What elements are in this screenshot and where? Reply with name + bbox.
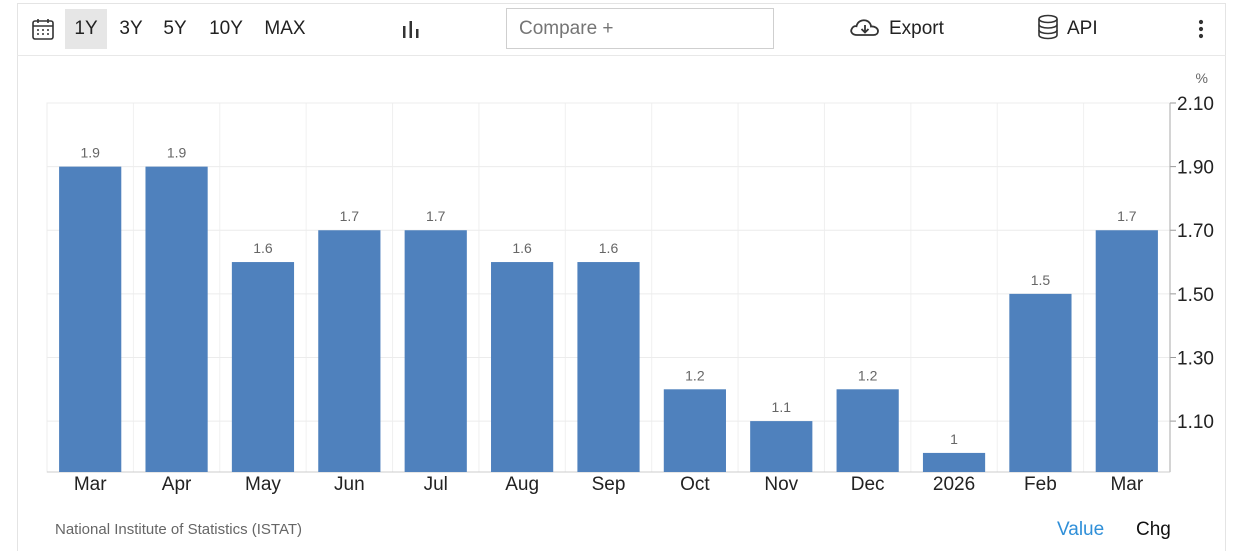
bar-apr[interactable]: [145, 166, 208, 472]
cloud-download-icon: [850, 19, 879, 36]
range-button-1y[interactable]: 1Y: [65, 9, 107, 49]
database-icon: [1038, 14, 1058, 40]
chart-toolbar: 1Y 3Y 5Y 10Y MAX Export API: [17, 3, 1226, 56]
chart-bars: [59, 166, 1158, 472]
bar-feb[interactable]: [1009, 293, 1072, 472]
bar-may[interactable]: [231, 262, 295, 472]
x-axis-tick-labels: Mar Apr May Jun Jul Aug Sep Oct Nov Dec 2026 Feb Mar: [74, 474, 1144, 495]
x-axis-tick-label: Apr: [162, 474, 192, 495]
bar-data-label: 1.7: [340, 208, 360, 224]
calendar-icon-svg: [32, 19, 54, 40]
bar-data-label: 1.6: [599, 240, 619, 256]
bar-mar[interactable]: [1095, 230, 1158, 472]
y-axis-tick-label: 1.90: [1177, 158, 1214, 179]
api-button[interactable]: API: [1037, 9, 1109, 49]
x-axis-tick-label: May: [245, 474, 281, 495]
bar-dec[interactable]: [836, 389, 899, 472]
bar-jun[interactable]: [318, 230, 381, 472]
value-toggle[interactable]: Value: [1057, 519, 1105, 540]
range-button-5y[interactable]: 5Y: [163, 18, 187, 39]
bar-chart-icon[interactable]: [395, 9, 427, 49]
y-axis-tick-label: 1.30: [1177, 348, 1214, 369]
export-label: Export: [889, 18, 944, 39]
source-label: National Institute of Statistics (ISTAT): [55, 521, 303, 538]
bar-data-label: 1.5: [1031, 272, 1051, 288]
more-vertical-icon[interactable]: [1189, 9, 1213, 49]
export-button[interactable]: Export: [849, 9, 953, 49]
x-axis-tick-label: Mar: [1110, 474, 1143, 495]
range-button-max[interactable]: MAX: [264, 18, 306, 39]
bar-data-label: 1.1: [772, 399, 792, 415]
api-label: API: [1067, 18, 1098, 39]
x-axis-tick-label: Jul: [424, 474, 448, 495]
range-button-10y[interactable]: 10Y: [209, 18, 243, 39]
bar-jul[interactable]: [404, 230, 467, 472]
bar-data-label: 1.9: [167, 145, 187, 161]
bar-aug[interactable]: [491, 262, 554, 472]
y-axis-tick-label: 1.50: [1177, 285, 1214, 306]
bar-data-label: 1.2: [858, 367, 878, 383]
bar-data-label: 1.9: [80, 145, 100, 161]
x-axis-tick-label: Mar: [74, 474, 107, 495]
range-button-3y[interactable]: 3Y: [119, 18, 143, 39]
x-axis-tick-label: Sep: [592, 474, 626, 495]
x-axis-tick-label: Oct: [680, 474, 710, 495]
bar-data-label: 1.6: [512, 240, 532, 256]
bar-data-label: 1.2: [685, 367, 705, 383]
y-axis-tick-label: 2.10: [1177, 94, 1214, 115]
compare-input[interactable]: [506, 8, 774, 49]
y-axis-tick-label: 1.10: [1177, 412, 1214, 433]
x-axis-tick-label: Feb: [1024, 474, 1057, 495]
more-vertical-icon-svg: [1198, 19, 1204, 39]
bar-2026[interactable]: [922, 452, 986, 472]
calendar-icon[interactable]: [25, 9, 61, 49]
bar-data-label: 1.7: [426, 208, 446, 224]
chg-toggle[interactable]: Chg: [1136, 519, 1171, 540]
y-axis-tick-labels: 2.10 1.90 1.70 1.50 1.30 1.10: [1177, 94, 1214, 433]
x-axis-tick-label: 2026: [933, 474, 975, 495]
x-axis-tick-label: Jun: [334, 474, 365, 495]
x-axis-tick-label: Nov: [764, 474, 798, 495]
bar-sep[interactable]: [577, 262, 640, 472]
bar-data-label: 1.7: [1117, 208, 1137, 224]
bar-data-label: 1: [950, 431, 958, 447]
x-axis-tick-label: Aug: [505, 474, 539, 495]
chart-data-labels: 1.9 1.9 1.6 1.7 1.7 1.6 1.6 1.2 1.1 1.2 1 1.5 1.7: [80, 145, 1136, 447]
x-axis-tick-label: Dec: [851, 474, 885, 495]
bar-mar[interactable]: [59, 166, 122, 472]
bar-chart-icon-svg: [403, 21, 419, 38]
y-axis-unit: %: [1196, 70, 1208, 86]
bar-data-label: 1.6: [253, 240, 273, 256]
y-axis-tick-label: 1.70: [1177, 221, 1214, 242]
bar-oct[interactable]: [663, 389, 726, 472]
bar-nov[interactable]: [750, 421, 813, 472]
